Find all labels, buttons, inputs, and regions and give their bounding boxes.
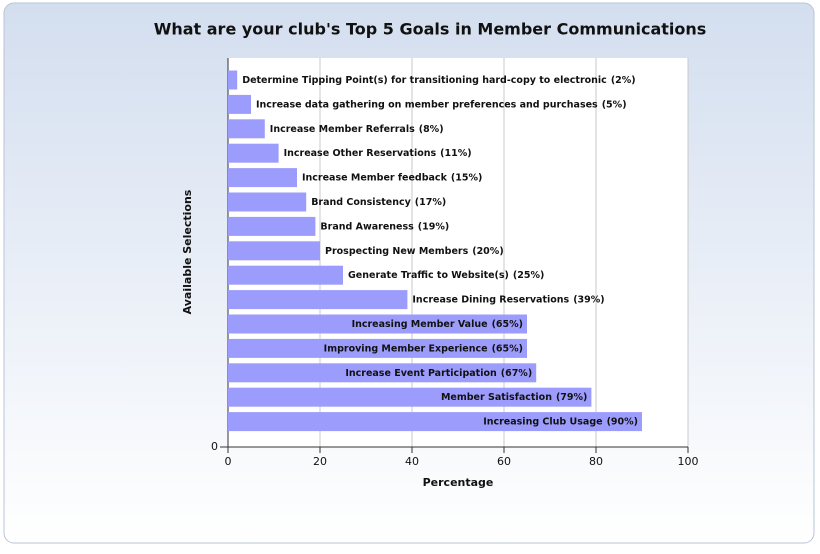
value-label: (79%) [556,392,587,403]
x-tick-label: 20 [313,455,327,468]
category-label: Increase data gathering on member prefer… [256,99,598,110]
bar-label: Generate Traffic to Website(s) (25%) [348,270,544,281]
bar-label: Determine Tipping Point(s) for transitio… [242,75,635,86]
category-label: Generate Traffic to Website(s) [348,270,509,281]
bar-label: Brand Consistency (17%) [311,197,446,208]
category-label: Member Satisfaction [441,392,552,403]
bar-label: Increase Other Reservations (11%) [284,148,472,159]
bar [228,119,265,139]
x-axis-label: Percentage [423,476,494,489]
category-label: Increasing Club Usage [483,416,602,427]
value-label: (25%) [513,270,544,281]
bar [228,70,238,90]
bar-label: Increase Member Referrals (8%) [270,123,444,134]
bar-label: Improving Member Experience (65%) [324,343,523,354]
value-label: (19%) [418,221,449,232]
value-label: (90%) [607,416,638,427]
bar [228,192,307,212]
bar [228,168,297,188]
x-tick-label: 0 [225,455,232,468]
bar [228,216,316,236]
category-label: Increase Dining Reservations [412,294,569,305]
bar [228,290,408,310]
bar-label: Increase Dining Reservations (39%) [412,294,604,305]
value-label: (8%) [419,123,444,134]
value-label: (67%) [501,367,532,378]
bar-label: Increase data gathering on member prefer… [256,99,627,110]
x-tick-label: 100 [678,455,699,468]
bar [228,143,279,163]
y-axis-label: Available Selections [181,189,194,314]
bar [228,412,642,432]
bar [228,241,320,261]
bar-label: Brand Awareness (19%) [320,221,449,232]
x-tick-label: 40 [405,455,419,468]
bar-label: Increase Member feedback (15%) [302,172,482,183]
value-label: (65%) [492,343,523,354]
category-label: Brand Awareness [320,221,414,232]
y-tick-label: 0 [211,440,218,453]
bar-label: Increasing Member Value (65%) [352,319,523,330]
value-label: (15%) [451,172,482,183]
bar-label: Increase Event Participation (67%) [345,367,532,378]
x-tick-label: 80 [589,455,603,468]
value-label: (2%) [611,75,636,86]
x-tick-label: 60 [497,455,511,468]
value-label: (5%) [602,99,627,110]
category-label: Brand Consistency [311,197,411,208]
category-label: Increase Member feedback [302,172,448,183]
value-label: (20%) [472,245,503,256]
bar [228,363,537,383]
chart-title: What are your club's Top 5 Goals in Memb… [154,20,707,39]
category-label: Increase Other Reservations [284,148,437,159]
value-label: (39%) [573,294,604,305]
value-label: (65%) [492,319,523,330]
category-label: Improving Member Experience [324,343,488,354]
bar [228,265,343,285]
category-label: Determine Tipping Point(s) for transitio… [242,75,607,86]
bar [228,338,527,358]
bar-label: Increasing Club Usage (90%) [483,416,638,427]
value-label: (11%) [440,148,471,159]
bar [228,387,592,407]
value-label: (17%) [415,197,446,208]
category-label: Prospecting New Members [325,245,469,256]
category-label: Increase Event Participation [345,367,497,378]
category-label: Increasing Member Value [352,319,488,330]
bar [228,314,527,334]
bar [228,94,251,114]
bar-label: Member Satisfaction (79%) [441,392,587,403]
bar-label: Prospecting New Members (20%) [325,245,504,256]
category-label: Increase Member Referrals [270,123,415,134]
